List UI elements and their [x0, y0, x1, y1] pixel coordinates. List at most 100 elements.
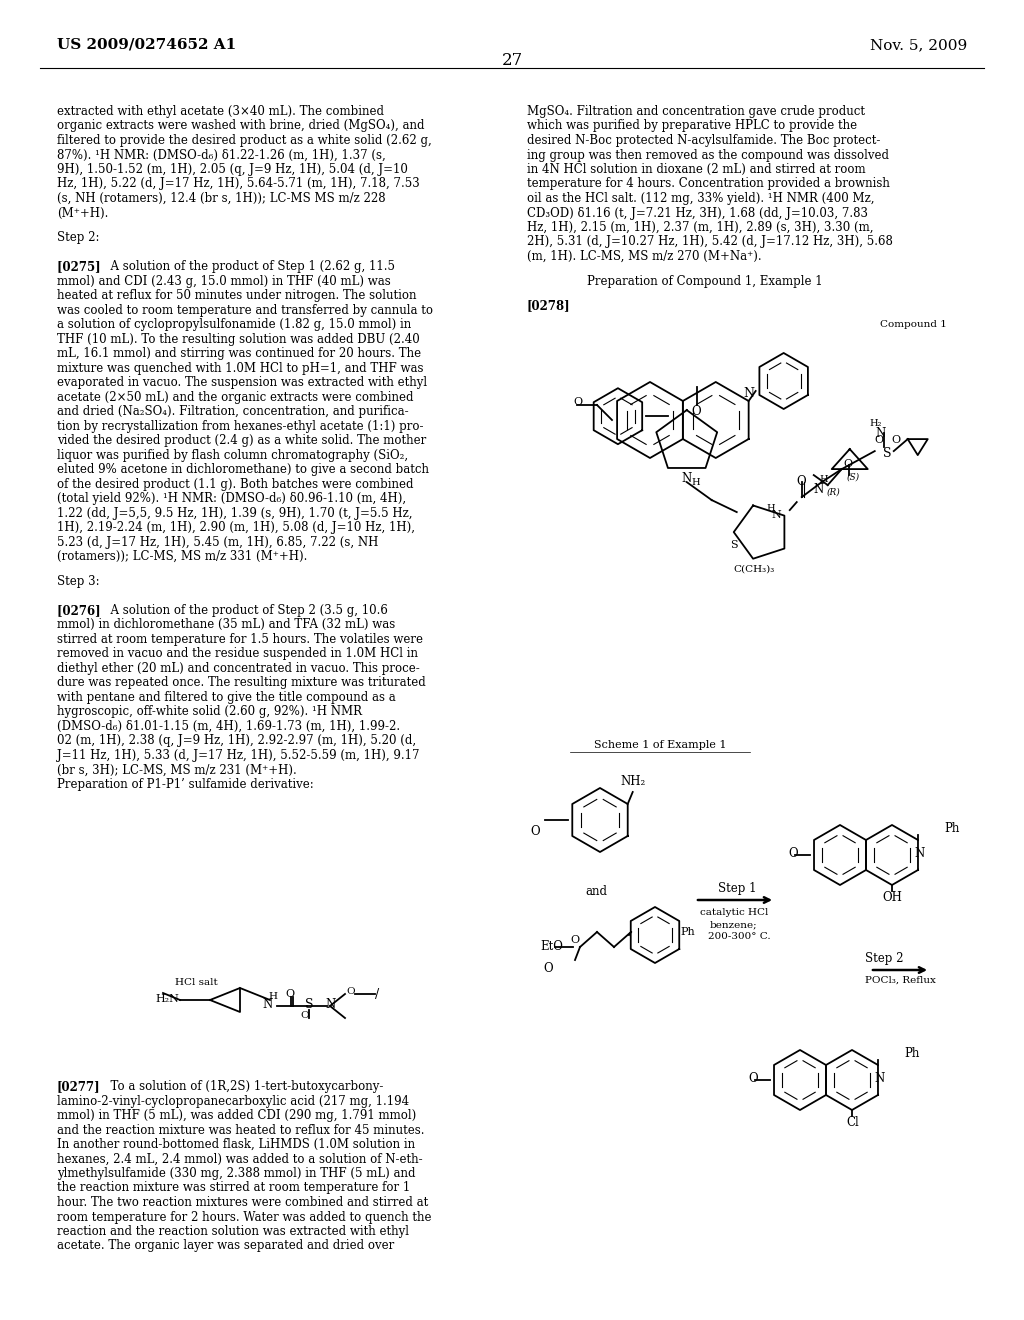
Text: Preparation of Compound 1, Example 1: Preparation of Compound 1, Example 1: [587, 275, 822, 288]
Text: HCl salt: HCl salt: [175, 978, 218, 987]
Text: mixture was quenched with 1.0M HCl to pH=1, and THF was: mixture was quenched with 1.0M HCl to pH…: [57, 362, 424, 375]
Text: reaction and the reaction solution was extracted with ethyl: reaction and the reaction solution was e…: [57, 1225, 409, 1238]
Text: Ph: Ph: [944, 822, 959, 836]
Text: N: N: [682, 473, 692, 484]
Text: Hz, 1H), 5.22 (d, J=17 Hz, 1H), 5.64-5.71 (m, 1H), 7.18, 7.53: Hz, 1H), 5.22 (d, J=17 Hz, 1H), 5.64-5.7…: [57, 177, 420, 190]
Text: S: S: [883, 447, 891, 461]
Text: of the desired product (1.1 g). Both batches were combined: of the desired product (1.1 g). Both bat…: [57, 478, 414, 491]
Text: 2H), 5.31 (d, J=10.27 Hz, 1H), 5.42 (d, J=17.12 Hz, 3H), 5.68: 2H), 5.31 (d, J=10.27 Hz, 1H), 5.42 (d, …: [527, 235, 893, 248]
Text: MgSO₄. Filtration and concentration gave crude product: MgSO₄. Filtration and concentration gave…: [527, 106, 865, 117]
Text: heated at reflux for 50 minutes under nitrogen. The solution: heated at reflux for 50 minutes under ni…: [57, 289, 417, 302]
Text: room temperature for 2 hours. Water was added to quench the: room temperature for 2 hours. Water was …: [57, 1210, 431, 1224]
Text: a solution of cyclopropylsulfonamide (1.82 g, 15.0 mmol) in: a solution of cyclopropylsulfonamide (1.…: [57, 318, 412, 331]
Text: Cl: Cl: [846, 1115, 859, 1129]
Text: in 4N HCl solution in dioxane (2 mL) and stirred at room: in 4N HCl solution in dioxane (2 mL) and…: [527, 162, 865, 176]
Text: ing group was then removed as the compound was dissolved: ing group was then removed as the compou…: [527, 149, 889, 161]
Text: Preparation of P1-P1’ sulfamide derivative:: Preparation of P1-P1’ sulfamide derivati…: [57, 777, 313, 791]
Text: NH₂: NH₂: [620, 775, 645, 788]
Text: H: H: [692, 478, 700, 487]
Text: To a solution of (1R,2S) 1-tert-butoxycarbony-: To a solution of (1R,2S) 1-tert-butoxyca…: [103, 1080, 383, 1093]
Text: tion by recrystallization from hexanes-ethyl acetate (1:1) pro-: tion by recrystallization from hexanes-e…: [57, 420, 424, 433]
Text: O: O: [543, 962, 553, 975]
Text: organic extracts were washed with brine, dried (MgSO₄), and: organic extracts were washed with brine,…: [57, 120, 425, 132]
Text: and dried (Na₂SO₄). Filtration, concentration, and purifica-: and dried (Na₂SO₄). Filtration, concentr…: [57, 405, 409, 418]
Text: 5.23 (d, J=17 Hz, 1H), 5.45 (m, 1H), 6.85, 7.22 (s, NH: 5.23 (d, J=17 Hz, 1H), 5.45 (m, 1H), 6.8…: [57, 536, 379, 549]
Text: In another round-bottomed flask, LiHMDS (1.0M solution in: In another round-bottomed flask, LiHMDS …: [57, 1138, 415, 1151]
Text: O: O: [788, 847, 798, 861]
Text: liquor was purified by flash column chromatography (SiO₂,: liquor was purified by flash column chro…: [57, 449, 409, 462]
Text: EtO: EtO: [540, 940, 563, 953]
Text: O: O: [748, 1072, 758, 1085]
Text: [0276]: [0276]: [57, 603, 104, 616]
Text: O: O: [692, 405, 701, 418]
Text: Ph: Ph: [904, 1047, 920, 1060]
Text: (br s, 3H); LC-MS, MS m/z 231 (M⁺+H).: (br s, 3H); LC-MS, MS m/z 231 (M⁺+H).: [57, 763, 297, 776]
Text: N: N: [814, 483, 824, 496]
Text: mmol) and CDI (2.43 g, 15.0 mmol) in THF (40 mL) was: mmol) and CDI (2.43 g, 15.0 mmol) in THF…: [57, 275, 391, 288]
Text: dure was repeated once. The resulting mixture was triturated: dure was repeated once. The resulting mi…: [57, 676, 426, 689]
Text: Hz, 1H), 2.15 (m, 1H), 2.37 (m, 1H), 2.89 (s, 3H), 3.30 (m,: Hz, 1H), 2.15 (m, 1H), 2.37 (m, 1H), 2.8…: [527, 220, 873, 234]
Text: O: O: [797, 475, 806, 488]
Text: H: H: [820, 475, 828, 484]
Text: O: O: [530, 825, 540, 838]
Text: diethyl ether (20 mL) and concentrated in vacuo. This proce-: diethyl ether (20 mL) and concentrated i…: [57, 661, 420, 675]
Text: hour. The two reaction mixtures were combined and stirred at: hour. The two reaction mixtures were com…: [57, 1196, 428, 1209]
Text: Step 1: Step 1: [718, 882, 757, 895]
Text: [0275]: [0275]: [57, 260, 104, 273]
Text: with pentane and filtered to give the title compound as a: with pentane and filtered to give the ti…: [57, 690, 395, 704]
Text: Compound 1: Compound 1: [880, 319, 947, 329]
Text: 27: 27: [502, 51, 522, 69]
Text: [0278]: [0278]: [527, 300, 570, 313]
Text: ylmethylsulfamide (330 mg, 2.388 mmol) in THF (5 mL) and: ylmethylsulfamide (330 mg, 2.388 mmol) i…: [57, 1167, 416, 1180]
Text: oil as the HCl salt. (112 mg, 33% yield). ¹H NMR (400 Mz,: oil as the HCl salt. (112 mg, 33% yield)…: [527, 191, 874, 205]
Text: A solution of the product of Step 2 (3.5 g, 10.6: A solution of the product of Step 2 (3.5…: [103, 603, 388, 616]
Text: Nov. 5, 2009: Nov. 5, 2009: [869, 38, 967, 51]
Text: N: N: [743, 387, 755, 400]
Text: O: O: [285, 989, 294, 999]
Text: C(CH₃)₃: C(CH₃)₃: [734, 564, 775, 573]
Text: THF (10 mL). To the resulting solution was added DBU (2.40: THF (10 mL). To the resulting solution w…: [57, 333, 420, 346]
Text: 87%). ¹H NMR: (DMSO-d₆) δ1.22-1.26 (m, 1H), 1.37 (s,: 87%). ¹H NMR: (DMSO-d₆) δ1.22-1.26 (m, 1…: [57, 149, 386, 161]
Text: Step 2:: Step 2:: [57, 231, 99, 244]
Text: S: S: [730, 540, 737, 550]
Text: acetate. The organic layer was separated and dried over: acetate. The organic layer was separated…: [57, 1239, 394, 1253]
Text: (total yield 92%). ¹H NMR: (DMSO-d₆) δ0.96-1.10 (m, 4H),: (total yield 92%). ¹H NMR: (DMSO-d₆) δ0.…: [57, 492, 407, 506]
Text: [0277]: [0277]: [57, 1080, 100, 1093]
Text: O: O: [300, 1011, 308, 1020]
Text: mmol) in THF (5 mL), was added CDI (290 mg, 1.791 mmol): mmol) in THF (5 mL), was added CDI (290 …: [57, 1109, 416, 1122]
Text: H₂: H₂: [869, 418, 882, 428]
Text: evaporated in vacuo. The suspension was extracted with ethyl: evaporated in vacuo. The suspension was …: [57, 376, 427, 389]
Text: stirred at room temperature for 1.5 hours. The volatiles were: stirred at room temperature for 1.5 hour…: [57, 632, 423, 645]
Text: O: O: [346, 987, 354, 997]
Text: O: O: [570, 935, 580, 945]
Text: A solution of the product of Step 1 (2.62 g, 11.5: A solution of the product of Step 1 (2.6…: [103, 260, 395, 273]
Text: H: H: [268, 993, 278, 1001]
Text: N: N: [262, 998, 272, 1011]
Text: (R): (R): [826, 487, 841, 496]
Text: H: H: [767, 504, 775, 513]
Text: and: and: [585, 884, 607, 898]
Text: (DMSO-d₆) δ1.01-1.15 (m, 4H), 1.69-1.73 (m, 1H), 1.99-2.: (DMSO-d₆) δ1.01-1.15 (m, 4H), 1.69-1.73 …: [57, 719, 400, 733]
Text: N: N: [325, 998, 335, 1011]
Text: acetate (2×50 mL) and the organic extracts were combined: acetate (2×50 mL) and the organic extrac…: [57, 391, 414, 404]
Text: (m, 1H). LC-MS, MS m/z 270 (M+Na⁺).: (m, 1H). LC-MS, MS m/z 270 (M+Na⁺).: [527, 249, 762, 263]
Text: hexanes, 2.4 mL, 2.4 mmol) was added to a solution of N-eth-: hexanes, 2.4 mL, 2.4 mmol) was added to …: [57, 1152, 423, 1166]
Text: OH: OH: [882, 891, 902, 904]
Text: Step 2: Step 2: [865, 952, 903, 965]
Text: was cooled to room temperature and transferred by cannula to: was cooled to room temperature and trans…: [57, 304, 433, 317]
Text: 9H), 1.50-1.52 (m, 1H), 2.05 (q, J=9 Hz, 1H), 5.04 (d, J=10: 9H), 1.50-1.52 (m, 1H), 2.05 (q, J=9 Hz,…: [57, 162, 408, 176]
Text: eluted 9% acetone in dichloromethane) to give a second batch: eluted 9% acetone in dichloromethane) to…: [57, 463, 429, 477]
Text: removed in vacuo and the residue suspended in 1.0M HCl in: removed in vacuo and the residue suspend…: [57, 647, 418, 660]
Text: and the reaction mixture was heated to reflux for 45 minutes.: and the reaction mixture was heated to r…: [57, 1123, 425, 1137]
Text: Scheme 1 of Example 1: Scheme 1 of Example 1: [594, 741, 726, 750]
Text: N: N: [914, 847, 925, 861]
Text: vided the desired product (2.4 g) as a white solid. The mother: vided the desired product (2.4 g) as a w…: [57, 434, 426, 447]
Text: O: O: [573, 397, 582, 407]
Text: lamino-2-vinyl-cyclopropanecarboxylic acid (217 mg, 1.194: lamino-2-vinyl-cyclopropanecarboxylic ac…: [57, 1094, 410, 1107]
Text: O: O: [874, 436, 884, 445]
Text: (M⁺+H).: (M⁺+H).: [57, 206, 109, 219]
Text: desired N-Boc protected N-acylsulfamide. The Boc protect-: desired N-Boc protected N-acylsulfamide.…: [527, 135, 881, 147]
Text: temperature for 4 hours. Concentration provided a brownish: temperature for 4 hours. Concentration p…: [527, 177, 890, 190]
Text: benzene;: benzene;: [710, 920, 758, 929]
Text: mmol) in dichloromethane (35 mL) and TFA (32 mL) was: mmol) in dichloromethane (35 mL) and TFA…: [57, 618, 395, 631]
